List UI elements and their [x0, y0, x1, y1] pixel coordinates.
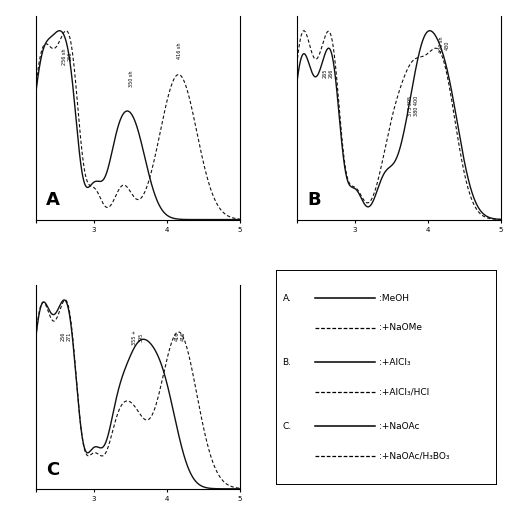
- Text: C: C: [46, 461, 59, 478]
- Text: C.: C.: [283, 422, 292, 431]
- Text: 355 +
395: 355 + 395: [132, 330, 143, 345]
- Text: :MeOH: :MeOH: [379, 294, 409, 303]
- Text: 256
271: 256 271: [61, 332, 72, 342]
- Text: A: A: [46, 191, 60, 210]
- Text: 350 sh: 350 sh: [129, 71, 134, 87]
- Text: 265
266: 265 266: [323, 69, 334, 78]
- Text: :+AlCl₃/HCl: :+AlCl₃/HCl: [379, 387, 429, 396]
- Text: 420 sh
430: 420 sh 430: [438, 37, 449, 54]
- Text: B.: B.: [283, 358, 292, 367]
- Text: 256 sh
266: 256 sh 266: [62, 48, 73, 64]
- Text: 416 sh: 416 sh: [177, 43, 182, 59]
- Text: B: B: [307, 191, 320, 210]
- Text: 375 395
380 400: 375 395 380 400: [408, 96, 419, 115]
- Text: :+NaOMe: :+NaOMe: [379, 323, 422, 332]
- Text: 416
416: 416 416: [175, 332, 185, 342]
- Text: :+AlCl₃: :+AlCl₃: [379, 358, 411, 367]
- Text: :+NaOAc: :+NaOAc: [379, 422, 420, 431]
- Text: :+NaOAc/H₃BO₃: :+NaOAc/H₃BO₃: [379, 451, 450, 460]
- Text: A.: A.: [283, 294, 291, 303]
